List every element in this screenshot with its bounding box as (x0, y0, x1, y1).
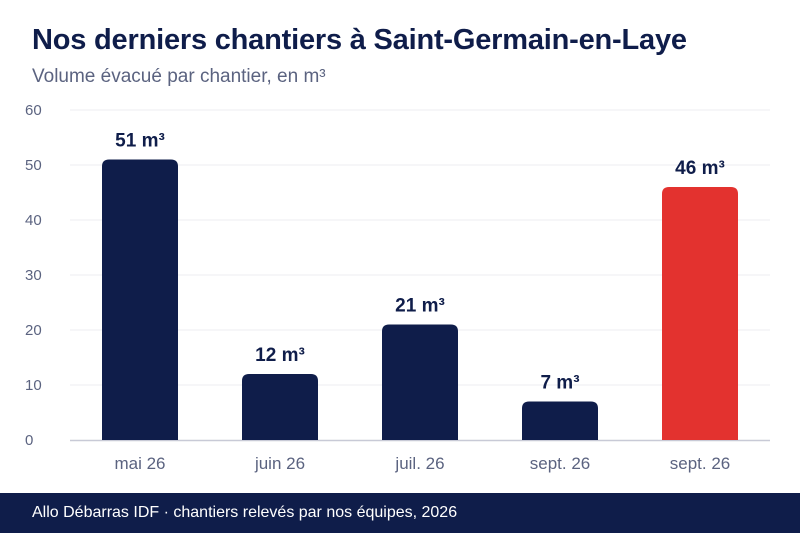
bar (102, 159, 178, 440)
y-tick-label: 50 (25, 157, 42, 174)
y-tick-label: 10 (25, 377, 42, 394)
bar-value-label: 21 m³ (395, 296, 445, 317)
x-tick-label: juin 26 (254, 454, 305, 473)
y-tick-label: 0 (25, 432, 33, 449)
x-tick-label: mai 26 (114, 454, 165, 473)
bar-chart: 0 10 20 30 40 50 60 51 m³ mai 26 12 m³ juin 26 21 m… (25, 102, 770, 473)
y-tick-label: 40 (25, 212, 42, 229)
bar-value-label: 51 m³ (115, 131, 165, 152)
chart-title: Nos derniers chantiers à Saint-Germain-e… (32, 24, 687, 56)
bar-value-label: 46 m³ (675, 158, 725, 179)
footer-source: Allo Débarras IDF · chantiers relevés pa… (0, 493, 800, 533)
bar (522, 401, 598, 440)
x-tick-label: sept. 26 (670, 454, 731, 473)
bar-value-label: 12 m³ (255, 345, 305, 366)
chart-subtitle: Volume évacué par chantier, en m³ (32, 66, 326, 87)
bar (242, 374, 318, 440)
y-tick-label: 60 (25, 102, 42, 119)
bar (662, 187, 738, 440)
x-tick-label: sept. 26 (530, 454, 591, 473)
y-tick-label: 20 (25, 322, 42, 339)
x-tick-label: juil. 26 (394, 454, 444, 473)
y-tick-label: 30 (25, 267, 42, 284)
bar (382, 324, 458, 440)
bar-value-label: 7 m³ (540, 373, 579, 394)
